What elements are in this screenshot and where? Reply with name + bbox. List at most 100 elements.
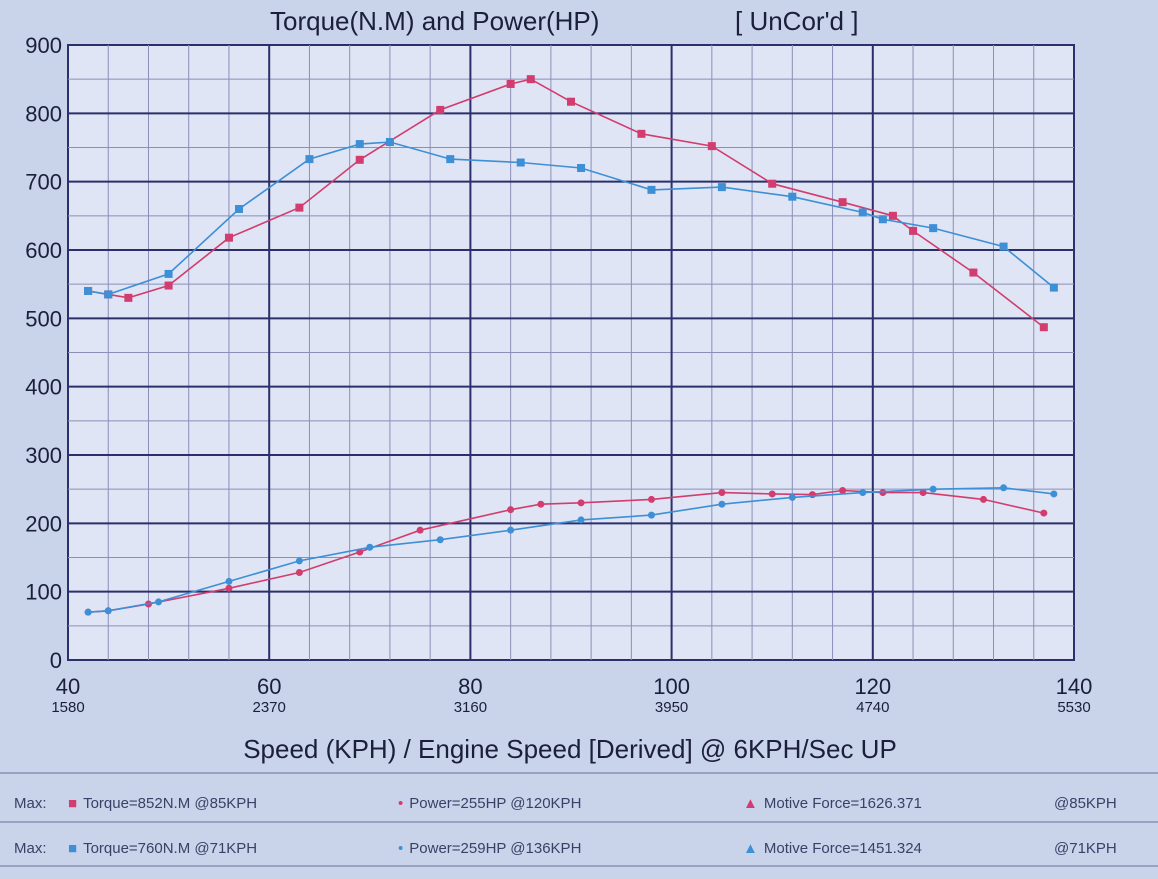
legend-torque-item: ■ Torque=852N.M @85KPH [68, 795, 257, 812]
data-point [355, 140, 364, 149]
data-point [879, 489, 887, 497]
data-point [909, 226, 918, 235]
x-tick-rpm-label: 3950 [655, 699, 688, 716]
data-point [929, 485, 937, 493]
series-line [87, 141, 1055, 296]
data-point [124, 293, 133, 302]
data-point [436, 536, 444, 544]
data-point [224, 233, 233, 242]
x-tick-rpm-label: 5530 [1057, 699, 1090, 716]
data-point [637, 129, 646, 138]
legend-torque-text: Torque=852N.M @85KPH [83, 795, 258, 812]
y-tick-label: 200 [25, 511, 62, 536]
data-point [104, 607, 112, 615]
series-1 [84, 75, 1048, 332]
triangle-marker-icon: ▲ [743, 840, 758, 857]
data-point [717, 183, 726, 192]
y-tick-label: 0 [50, 648, 62, 673]
legend-motive-item: ▲ Motive Force=1451.324 [743, 840, 922, 857]
legend-motive-at: @71KPH [1054, 840, 1117, 857]
data-point [537, 500, 545, 508]
series-line [88, 486, 1054, 613]
legend-motive-text: Motive Force=1451.324 [763, 840, 922, 857]
data-point [84, 287, 93, 295]
data-point [808, 491, 816, 499]
y-tick-label: 400 [25, 375, 62, 400]
data-point [577, 164, 586, 172]
data-point [707, 142, 716, 151]
data-point [718, 500, 726, 508]
data-point [104, 290, 113, 299]
data-point [577, 499, 585, 507]
x-tick-label: 80 [458, 674, 482, 699]
legend-power-text: Power=259HP @136KPH [409, 840, 582, 857]
data-point [416, 526, 424, 534]
dot-marker-icon: • [398, 795, 404, 812]
y-tick-label: 300 [25, 443, 62, 468]
x-tick-label: 60 [257, 674, 281, 699]
data-point [84, 608, 92, 616]
data-point [979, 495, 987, 503]
grid [67, 44, 1075, 661]
data-point [1050, 490, 1058, 498]
square-marker-icon: ■ [68, 840, 78, 857]
x-tick-rpm-label: 3160 [454, 699, 487, 716]
legend-motive-at: @85KPH [1054, 795, 1117, 812]
legend-max-label: Max: [14, 795, 47, 812]
data-point [839, 487, 847, 495]
legend-power-text: Power=255HP @120KPH [409, 795, 582, 812]
x-tick-label: 100 [653, 674, 690, 699]
y-tick-label: 600 [25, 238, 62, 263]
data-point [647, 511, 655, 519]
series-4 [84, 484, 1058, 616]
series-group [84, 75, 1058, 616]
data-point [385, 138, 394, 147]
data-point [526, 75, 535, 84]
data-point [164, 269, 173, 278]
data-point [858, 208, 867, 217]
legend-power-item: • Power=259HP @136KPH [398, 840, 581, 857]
square-marker-icon: ■ [68, 795, 78, 812]
x-tick-label: 140 [1056, 674, 1093, 699]
data-point [718, 489, 726, 497]
series-2 [84, 138, 1058, 299]
data-point [225, 584, 233, 592]
data-point [577, 516, 585, 524]
legend-motive-text: Motive Force=1626.371 [763, 795, 922, 812]
data-point [355, 155, 364, 164]
data-point [1000, 484, 1008, 492]
y-tick-label: 800 [25, 101, 62, 126]
legend-torque-item: ■ Torque=760N.M @71KPH [68, 840, 257, 857]
data-point [305, 155, 314, 164]
data-point [969, 268, 978, 277]
chart-title: Torque(N.M) and Power(HP) [270, 6, 599, 36]
data-point [919, 489, 927, 497]
data-point [1049, 283, 1058, 292]
data-point [155, 598, 163, 606]
data-point [859, 489, 867, 497]
x-tick-rpm-label: 4740 [856, 699, 889, 716]
data-point [295, 557, 303, 565]
data-point [295, 569, 303, 577]
data-point [768, 490, 776, 498]
chart-title-tag: [ UnCor'd ] [735, 6, 858, 36]
data-point [225, 577, 233, 585]
x-tick-label: 120 [854, 674, 891, 699]
x-tick-rpm-label: 1580 [51, 699, 84, 716]
y-axis-ticks: 0 100 200 300 400 500 600 700 800 900 [25, 33, 62, 673]
data-point [878, 215, 887, 224]
series-3 [84, 487, 1048, 616]
data-point [647, 495, 655, 503]
data-point [1039, 323, 1048, 332]
legend-motive-item: ▲ Motive Force=1626.371 [743, 795, 922, 812]
data-point [235, 205, 244, 213]
data-point [999, 242, 1008, 251]
data-point [788, 192, 797, 201]
data-point [838, 198, 847, 207]
data-point [507, 526, 515, 534]
data-point [516, 158, 525, 167]
y-tick-label: 100 [25, 580, 62, 605]
data-point [647, 185, 656, 194]
